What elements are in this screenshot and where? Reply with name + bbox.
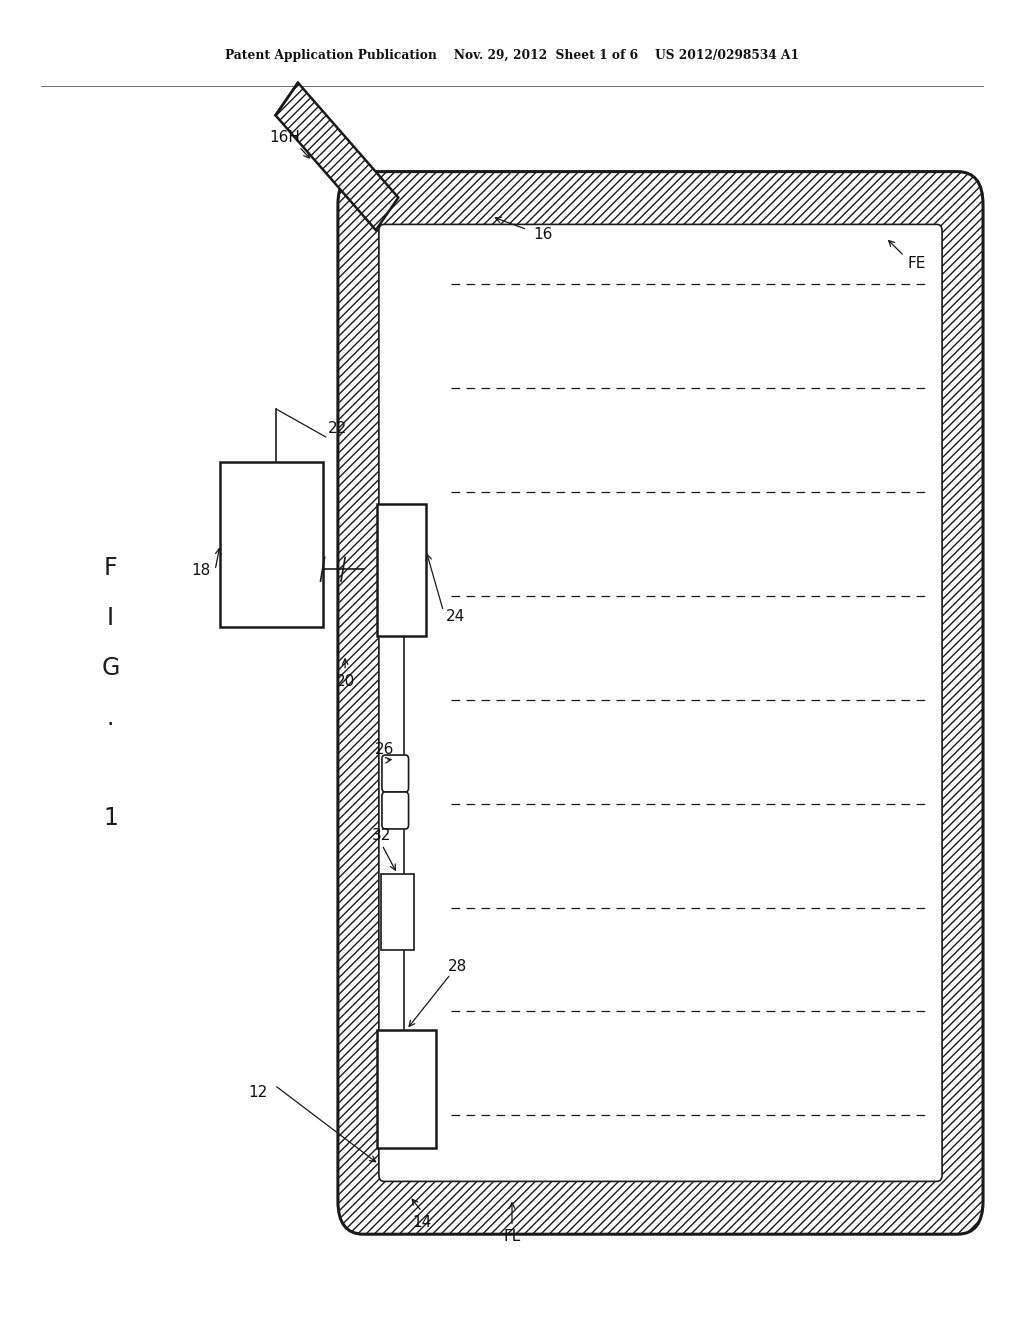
Text: 20: 20 [336, 673, 354, 689]
Text: I: I [108, 606, 114, 630]
Text: 1: 1 [103, 807, 118, 830]
Text: FE: FE [907, 256, 926, 272]
Text: G: G [101, 656, 120, 680]
Text: 14: 14 [413, 1214, 431, 1230]
FancyBboxPatch shape [382, 792, 409, 829]
Text: Patent Application Publication    Nov. 29, 2012  Sheet 1 of 6    US 2012/0298534: Patent Application Publication Nov. 29, … [225, 49, 799, 62]
Text: 32: 32 [373, 828, 391, 843]
Bar [381, 874, 414, 950]
Text: 16: 16 [534, 227, 552, 243]
Bar [377, 504, 426, 636]
Bar [220, 462, 323, 627]
FancyBboxPatch shape [382, 755, 409, 792]
FancyBboxPatch shape [379, 224, 942, 1181]
Text: 26: 26 [376, 742, 394, 758]
Text: 28: 28 [449, 958, 467, 974]
Text: FL: FL [504, 1229, 520, 1245]
Text: 12: 12 [249, 1085, 267, 1101]
Text: F: F [103, 556, 118, 579]
Text: 16H: 16H [269, 129, 300, 145]
Text: .: . [106, 706, 115, 730]
Polygon shape [275, 83, 398, 230]
FancyBboxPatch shape [338, 172, 983, 1234]
Text: 24: 24 [446, 609, 465, 624]
Text: 18: 18 [191, 562, 210, 578]
Bar [377, 1030, 436, 1148]
Text: 22: 22 [329, 421, 347, 437]
